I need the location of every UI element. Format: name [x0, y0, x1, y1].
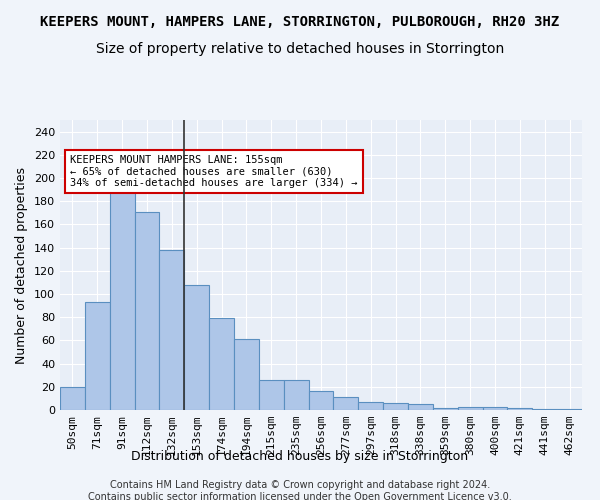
Bar [508, 408, 532, 410]
Text: Distribution of detached houses by size in Storrington: Distribution of detached houses by size … [131, 450, 469, 463]
Bar [110, 177, 134, 410]
Text: Size of property relative to detached houses in Storrington: Size of property relative to detached ho… [96, 42, 504, 56]
Bar [85, 302, 110, 410]
Text: KEEPERS MOUNT, HAMPERS LANE, STORRINGTON, PULBOROUGH, RH20 3HZ: KEEPERS MOUNT, HAMPERS LANE, STORRINGTON… [40, 15, 560, 29]
Bar [408, 404, 433, 410]
Bar [383, 403, 408, 410]
Text: Contains public sector information licensed under the Open Government Licence v3: Contains public sector information licen… [88, 492, 512, 500]
Bar [482, 406, 508, 410]
Bar [308, 392, 334, 410]
Bar [234, 339, 259, 410]
Y-axis label: Number of detached properties: Number of detached properties [16, 166, 28, 364]
Bar [209, 318, 234, 410]
Bar [358, 402, 383, 410]
Bar [284, 380, 308, 410]
Bar [334, 397, 358, 410]
Bar [458, 406, 482, 410]
Bar [184, 284, 209, 410]
Text: KEEPERS MOUNT HAMPERS LANE: 155sqm
← 65% of detached houses are smaller (630)
34: KEEPERS MOUNT HAMPERS LANE: 155sqm ← 65%… [70, 155, 358, 188]
Bar [433, 408, 458, 410]
Bar [557, 409, 582, 410]
Bar [532, 409, 557, 410]
Bar [134, 212, 160, 410]
Bar [60, 387, 85, 410]
Bar [160, 250, 184, 410]
Text: Contains HM Land Registry data © Crown copyright and database right 2024.: Contains HM Land Registry data © Crown c… [110, 480, 490, 490]
Bar [259, 380, 284, 410]
